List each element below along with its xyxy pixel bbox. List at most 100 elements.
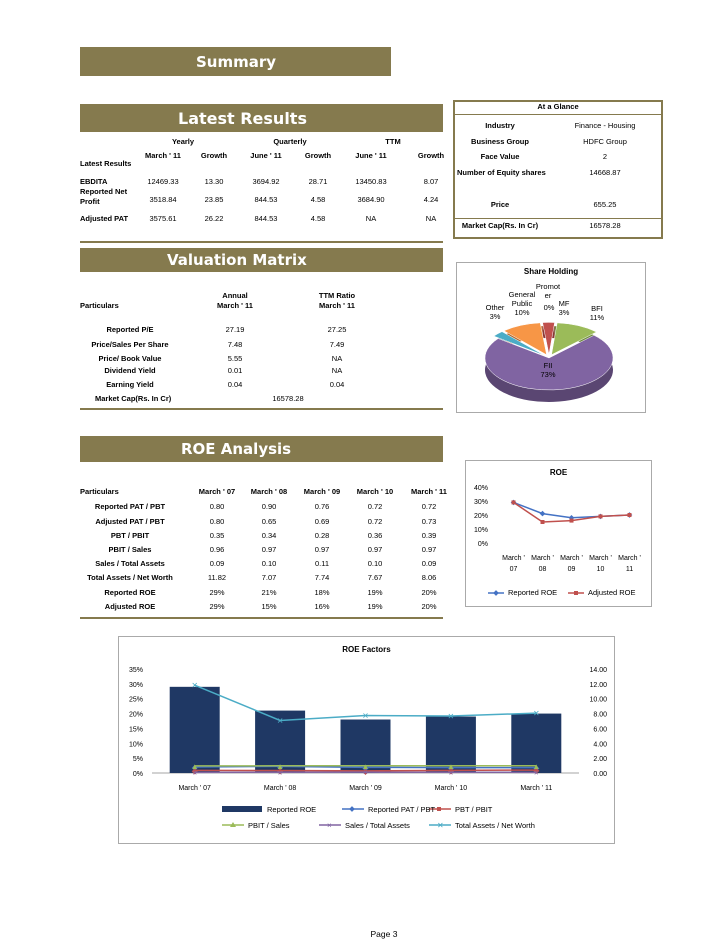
roe-point [540, 520, 545, 524]
lr-cell: 13.30 [204, 177, 224, 186]
share-holding-chart: Share Holding Promot er 0% MF 3% BFI 11%… [456, 262, 646, 413]
val-row-label: Price/ Book Value [98, 354, 162, 363]
factors-x-tick: March ' 11 [520, 785, 552, 792]
roe-cell: 21% [261, 588, 277, 597]
roe-col-header: March ' 11 [411, 487, 447, 496]
pie-slice [503, 322, 547, 356]
roe-cell: 8.06 [421, 573, 437, 582]
glance-value: HDFC Group [583, 137, 627, 146]
factors-y-left-tick: 0% [133, 771, 143, 778]
lr-cell: 23.85 [204, 195, 224, 204]
latest-results-title: Latest Results [178, 109, 307, 128]
valuation-divider [80, 408, 443, 410]
roe-cell: 0.76 [314, 502, 330, 511]
roe-x-tick: March ' [560, 555, 583, 562]
factors-x-tick: March ' 07 [178, 785, 211, 792]
roe-x-tick-year: 07 [510, 566, 518, 573]
glance-label: Face Value [480, 152, 520, 161]
lr-cell: 12469.33 [147, 177, 179, 186]
roe-cell: 0.10 [261, 559, 277, 568]
lr-col-header: Growth [200, 151, 228, 160]
factors-point: × [192, 768, 197, 777]
val-annual: 5.55 [227, 354, 243, 363]
roe-cell: 0.09 [421, 559, 437, 568]
factors-point: ◆ [533, 764, 540, 773]
lr-group-quarterly: Quarterly [273, 137, 307, 146]
glance-value: 2 [602, 152, 608, 161]
factors-point: ✕ [362, 712, 369, 721]
roe-x-tick: March ' [618, 555, 641, 562]
roe-cell: 19% [367, 588, 383, 597]
factors-series-line [194, 769, 537, 772]
factors-y-right-tick: 2.00 [593, 756, 607, 763]
roe-row-label: PBIT / Sales [108, 545, 152, 554]
val-col1-header-2: March ' 11 [217, 301, 253, 310]
roe-y-tick: 0% [478, 541, 488, 548]
val-ttm: 7.49 [329, 340, 345, 349]
lr-cell: 3518.84 [149, 195, 177, 204]
roe-cell: 0.97 [261, 545, 277, 554]
factors-point: ◆ [192, 763, 199, 772]
roe-cell: 0.72 [421, 502, 437, 511]
factors-point: ✕ [533, 709, 540, 718]
roe-cell: 0.90 [261, 502, 277, 511]
valuation-matrix-band: Valuation Matrix [80, 248, 443, 272]
pie-label-mf: MF 3% [558, 299, 570, 317]
val-col1-header-1: Annual [222, 291, 248, 300]
svg-text:×: × [327, 821, 332, 830]
roe-point [569, 518, 574, 523]
lr-row-label-header: Latest Results [80, 159, 132, 168]
factors-point: × [363, 768, 368, 777]
val-annual: 7.48 [227, 340, 243, 349]
factors-legend-assets-networth: Total Assets / Net Worth [455, 821, 535, 830]
roe-legend: Reported ROE Adjusted ROE [488, 588, 648, 598]
factors-point: ◆ [192, 766, 199, 775]
factors-series-line [194, 684, 537, 722]
lr-row-label: EBDITA [80, 177, 108, 186]
roe-x-tick-year: 11 [626, 566, 633, 573]
factors-y-left-tick: 20% [129, 712, 143, 719]
roe-cell: 29% [209, 602, 225, 611]
val-ttm: NA [331, 366, 343, 375]
factors-y-right-tick: 10.00 [589, 697, 607, 704]
pie-label-fii: FII 73% [540, 361, 556, 379]
pie-label-general-public: General Public 10% [508, 290, 536, 317]
roe-y-tick: 10% [474, 527, 488, 534]
roe-point [539, 510, 546, 517]
lr-col-header: Growth [304, 151, 332, 160]
factors-point: ◆ [448, 766, 455, 775]
val-row-label: Dividend Yield [104, 366, 156, 375]
roe-cell: 0.36 [367, 531, 383, 540]
val-annual: 0.04 [227, 380, 243, 389]
roe-cell: 0.80 [209, 502, 225, 511]
roe-line-svg: 0% 10% 20% 30% 40% March ' 07 March ' 08 March ' 0… [474, 485, 641, 573]
glance-value: 14668.87 [589, 168, 621, 177]
roe-cell: 0.96 [209, 545, 225, 554]
roe-cell: 0.39 [421, 531, 437, 540]
val-ttm: 0.04 [329, 380, 345, 389]
roe-cell: 0.97 [314, 545, 330, 554]
roe-col-header: March ' 10 [356, 487, 394, 496]
factors-y-left-tick: 15% [129, 726, 143, 733]
roe-col-header: March ' 07 [198, 487, 236, 496]
factors-y-left-tick: 35% [129, 667, 143, 674]
lr-cell: 4.24 [423, 195, 439, 204]
lr-row-label: Reported Net Profit [80, 187, 128, 206]
factors-y-right-tick: 8.00 [593, 712, 607, 719]
val-particulars-label: Particulars [80, 301, 119, 310]
roe-legend-adjusted: Adjusted ROE [588, 588, 636, 597]
factors-legend-reported-roe: Reported ROE [267, 805, 317, 814]
roe-chart-title: ROE [549, 468, 568, 477]
factors-point: ▲ [362, 762, 370, 771]
roe-row-label: PBT / PBIT [110, 531, 150, 540]
factors-y-right-tick: 6.00 [593, 726, 607, 733]
pie-slice [551, 322, 598, 356]
factors-y-right-tick: 4.00 [593, 741, 607, 748]
pie-slice [484, 334, 614, 391]
factors-point: ◆ [277, 766, 284, 775]
roe-row-label: Reported PAT / PBT [94, 502, 166, 511]
val-annual: 0.01 [227, 366, 243, 375]
roe-row-label: Adjusted ROE [104, 602, 156, 611]
lr-col-header: June ' 11 [355, 151, 387, 160]
roe-x-tick-year: 08 [539, 566, 547, 573]
